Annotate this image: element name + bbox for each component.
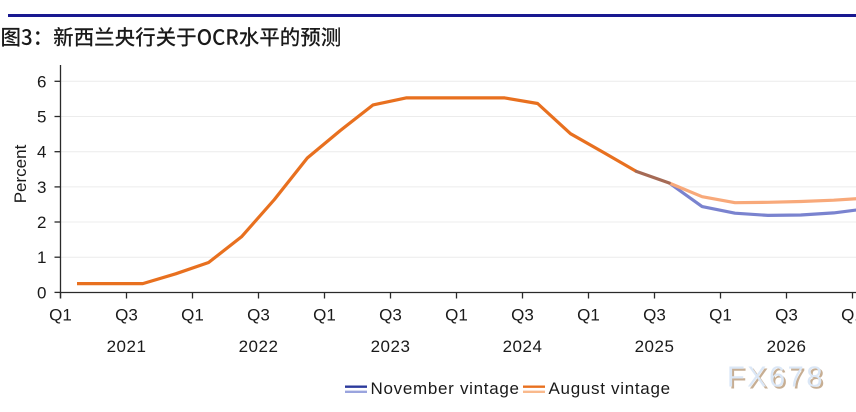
- svg-text:Q3: Q3: [115, 306, 138, 325]
- svg-text:Q3: Q3: [643, 306, 666, 325]
- svg-text:4: 4: [37, 143, 46, 162]
- svg-text:2026: 2026: [767, 337, 807, 356]
- svg-text:1: 1: [37, 248, 46, 267]
- svg-text:Q1: Q1: [181, 306, 204, 325]
- svg-text:2024: 2024: [503, 337, 543, 356]
- svg-text:Q3: Q3: [775, 306, 798, 325]
- svg-text:2023: 2023: [371, 337, 411, 356]
- svg-text:FX678: FX678: [727, 362, 825, 394]
- svg-text:Q1: Q1: [577, 306, 600, 325]
- svg-text:0: 0: [37, 283, 46, 302]
- svg-text:Q1: Q1: [49, 306, 72, 325]
- svg-text:Percent: Percent: [11, 144, 30, 203]
- svg-text:Q1: Q1: [445, 306, 468, 325]
- svg-text:5: 5: [37, 108, 46, 127]
- svg-text:6: 6: [37, 72, 46, 91]
- svg-text:2: 2: [37, 213, 46, 232]
- svg-text:FX678: FX678: [729, 364, 827, 396]
- svg-text:2021: 2021: [107, 337, 147, 356]
- svg-text:Q3: Q3: [247, 306, 270, 325]
- svg-text:August vintage: August vintage: [549, 379, 671, 398]
- svg-text:Q1: Q1: [841, 306, 856, 325]
- svg-text:3: 3: [37, 178, 46, 197]
- svg-text:Q1: Q1: [313, 306, 336, 325]
- svg-text:2022: 2022: [239, 337, 279, 356]
- svg-text:November vintage: November vintage: [371, 379, 520, 398]
- svg-text:Q3: Q3: [379, 306, 402, 325]
- svg-text:Q1: Q1: [709, 306, 732, 325]
- svg-text:2025: 2025: [635, 337, 675, 356]
- svg-text:Q3: Q3: [511, 306, 534, 325]
